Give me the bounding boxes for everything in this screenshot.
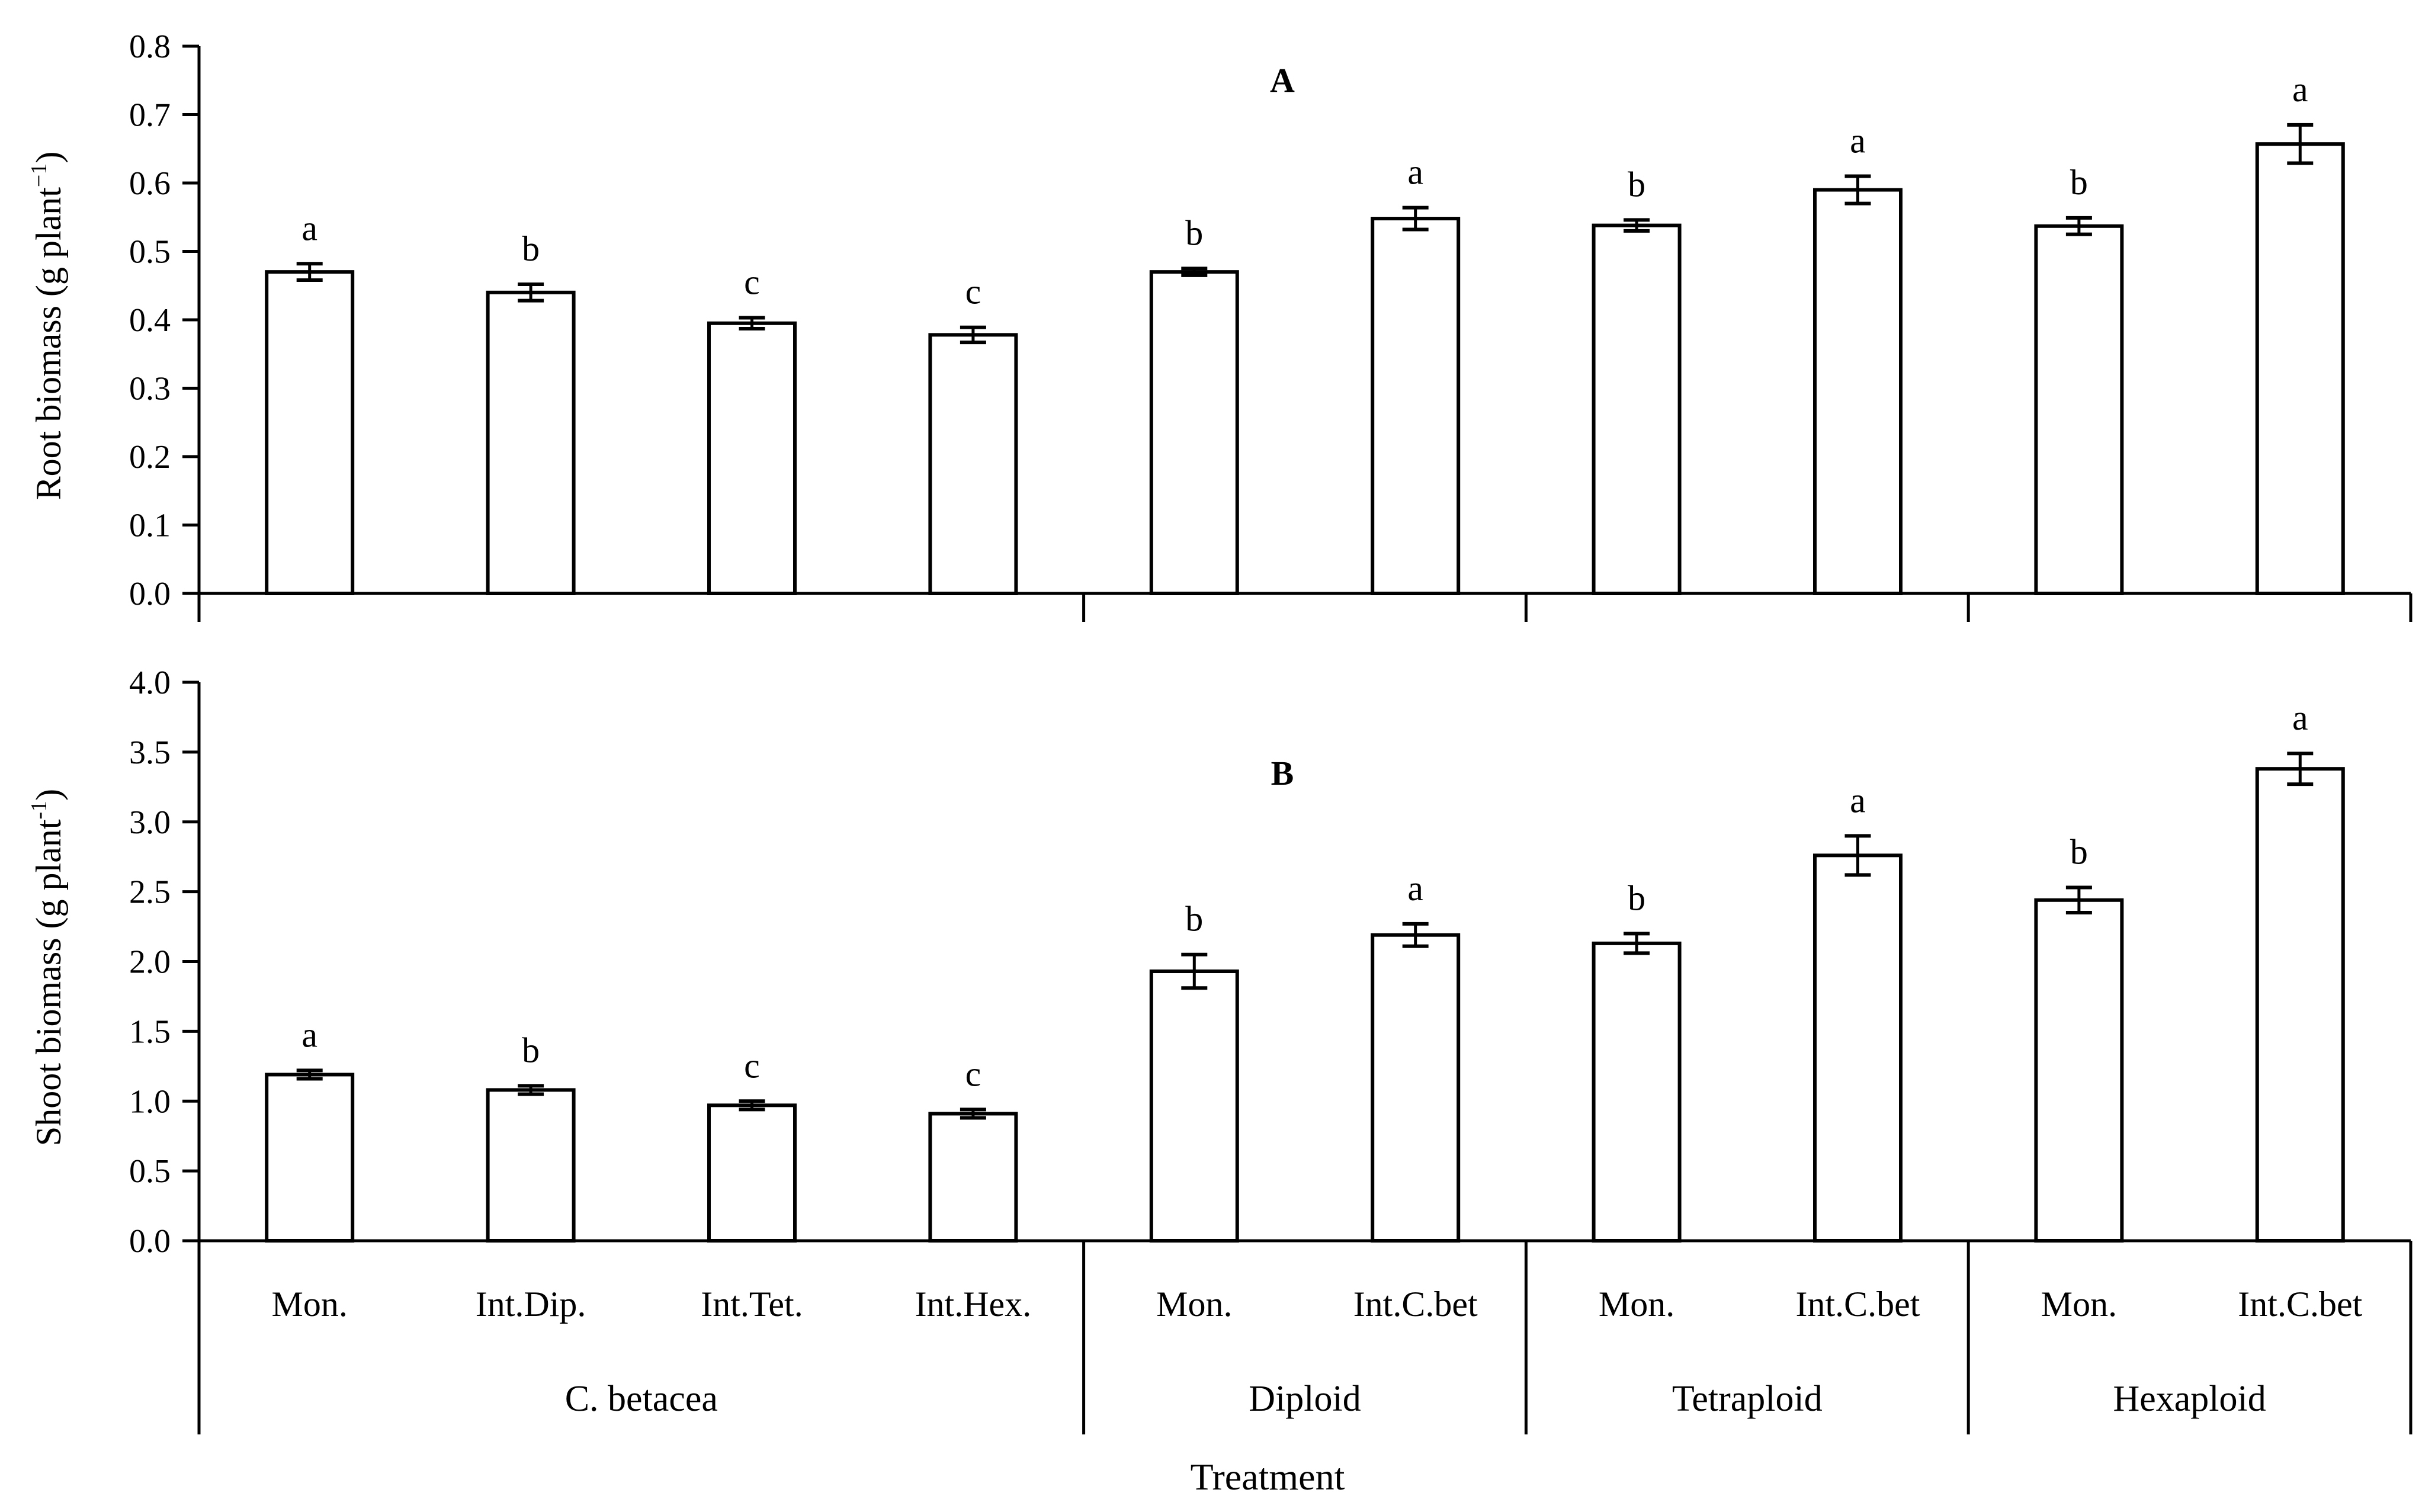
category-label: Int.Dip. <box>476 1285 586 1324</box>
panel-a-y-axis-label: Root biomass (g plant−1) <box>27 152 68 500</box>
panel-b-y-axis-label-text: Shoot biomass (g plant <box>29 819 68 1146</box>
panel-a-bar[interactable] <box>1149 270 1239 595</box>
panel-b-bar[interactable] <box>2255 767 2345 1243</box>
panel-a-y-tick-label: 0.5 <box>129 234 171 271</box>
panel-b-title: B <box>1271 754 1294 792</box>
category-label: Int.C.bet <box>1353 1285 1478 1324</box>
panel-b-significance-label: b <box>1185 900 1203 939</box>
panel-b-y-tick-label: 4.0 <box>129 664 171 701</box>
panel-a-y-tick-label: 0.6 <box>129 165 171 202</box>
panel-a-y-tick-label: 0.7 <box>129 97 171 134</box>
panel-b-y-tick-label: 0.0 <box>129 1223 171 1260</box>
panel-a-bar[interactable] <box>928 333 1018 595</box>
category-label: Mon. <box>1156 1285 1232 1324</box>
category-label: Int.Tet. <box>701 1285 803 1324</box>
panel-b-y-axis-label-superscript: -1 <box>27 801 52 820</box>
group-label: Tetraploid <box>1672 1379 1823 1419</box>
panel-a-significance-label: b <box>1628 165 1645 204</box>
panel-a-y-tick-label: 0.3 <box>129 371 171 407</box>
category-label: Int.Hex. <box>915 1285 1032 1324</box>
panel-b-y-axis-label: Shoot biomass (g plant-1) <box>27 789 68 1146</box>
panel-b-significance-label: b <box>1628 878 1645 917</box>
panel-a-title: A <box>1270 61 1295 99</box>
panel-a-bar[interactable] <box>265 270 355 595</box>
panel-a-y-axis-label-superscript: −1 <box>27 163 52 187</box>
panel-b-y-tick-label: 1.0 <box>129 1083 171 1120</box>
panel-a-y-tick-label: 0.1 <box>129 508 171 544</box>
panel-a-y-tick-label: 0.4 <box>129 302 171 339</box>
panel-b-y-axis-label-close: ) <box>29 789 68 801</box>
panel-a-bar[interactable] <box>1592 223 1682 595</box>
panel-a-bar[interactable] <box>707 321 797 596</box>
category-label: Mon. <box>272 1285 348 1324</box>
category-label: Mon. <box>1599 1285 1674 1324</box>
panel-b-bar[interactable] <box>1371 933 1461 1243</box>
panel-a-significance-label: a <box>1850 121 1866 160</box>
panel-b-bar[interactable] <box>1813 853 1903 1243</box>
group-label: C. betacea <box>565 1379 718 1419</box>
panel-a-y-axis-label-text: Root biomass (g plant <box>29 187 68 500</box>
panel-b-significance-label: c <box>965 1054 981 1093</box>
panel-a-y-tick-label: 0.0 <box>129 576 171 612</box>
panel-b-significance-label: a <box>1850 781 1866 820</box>
panel-b-y-tick-label: 3.5 <box>129 734 171 771</box>
panel-b-y-tick-label: 2.0 <box>129 944 171 981</box>
panel-b-y-tick-label: 2.5 <box>129 874 171 911</box>
panel-b-y-tick-label: 1.5 <box>129 1013 171 1050</box>
panel-b-significance-label: a <box>2292 698 2308 737</box>
panel-a-significance-label: a <box>1407 153 1423 192</box>
category-label: Mon. <box>2041 1285 2117 1324</box>
panel-b-y-tick-label: 0.5 <box>129 1153 171 1190</box>
panel-a-bar[interactable] <box>2255 142 2345 596</box>
panel-b-bar[interactable] <box>707 1103 797 1243</box>
panel-a-y-tick-label: 0.2 <box>129 439 171 476</box>
panel-a-significance-label: c <box>965 272 981 312</box>
panel-b-bar[interactable] <box>2034 898 2124 1243</box>
panel-a-significance-label: b <box>522 229 540 268</box>
panel-b-bar[interactable] <box>1592 941 1682 1243</box>
panel-a-significance-label: c <box>744 263 760 302</box>
category-label: Int.C.bet <box>2238 1285 2362 1324</box>
panel-a-significance-label: a <box>2292 70 2308 109</box>
panel-b-bar[interactable] <box>1149 970 1239 1243</box>
panel-a-bar[interactable] <box>1371 217 1461 595</box>
panel-a-significance-label: b <box>1185 213 1203 252</box>
panel-b-bar[interactable] <box>265 1073 355 1243</box>
panel-b-y-tick-label: 3.0 <box>129 804 171 841</box>
group-label: Diploid <box>1249 1379 1361 1419</box>
panel-b-bar[interactable] <box>486 1088 576 1243</box>
panel-b-significance-label: a <box>301 1015 317 1054</box>
panel-b-significance-label: b <box>522 1031 540 1070</box>
panel-b-significance-label: c <box>744 1046 760 1085</box>
panel-a-y-axis-label-close: ) <box>29 152 68 163</box>
panel-a-y-tick-label: 0.8 <box>129 28 171 65</box>
panel-a-bar[interactable] <box>1813 188 1903 595</box>
category-label: Int.C.bet <box>1796 1285 1920 1324</box>
panel-a-bar[interactable] <box>2034 224 2124 595</box>
panel-a-significance-label: a <box>301 208 317 248</box>
group-label: Hexaploid <box>2113 1379 2266 1419</box>
panel-a-bar[interactable] <box>486 290 576 595</box>
panel-b-significance-label: a <box>1407 869 1423 908</box>
panel-b-significance-label: b <box>2070 833 2088 872</box>
x-axis-title: Treatment <box>1191 1456 1345 1498</box>
panel-a-significance-label: b <box>2070 163 2088 202</box>
panel-b-bar[interactable] <box>928 1112 1018 1243</box>
